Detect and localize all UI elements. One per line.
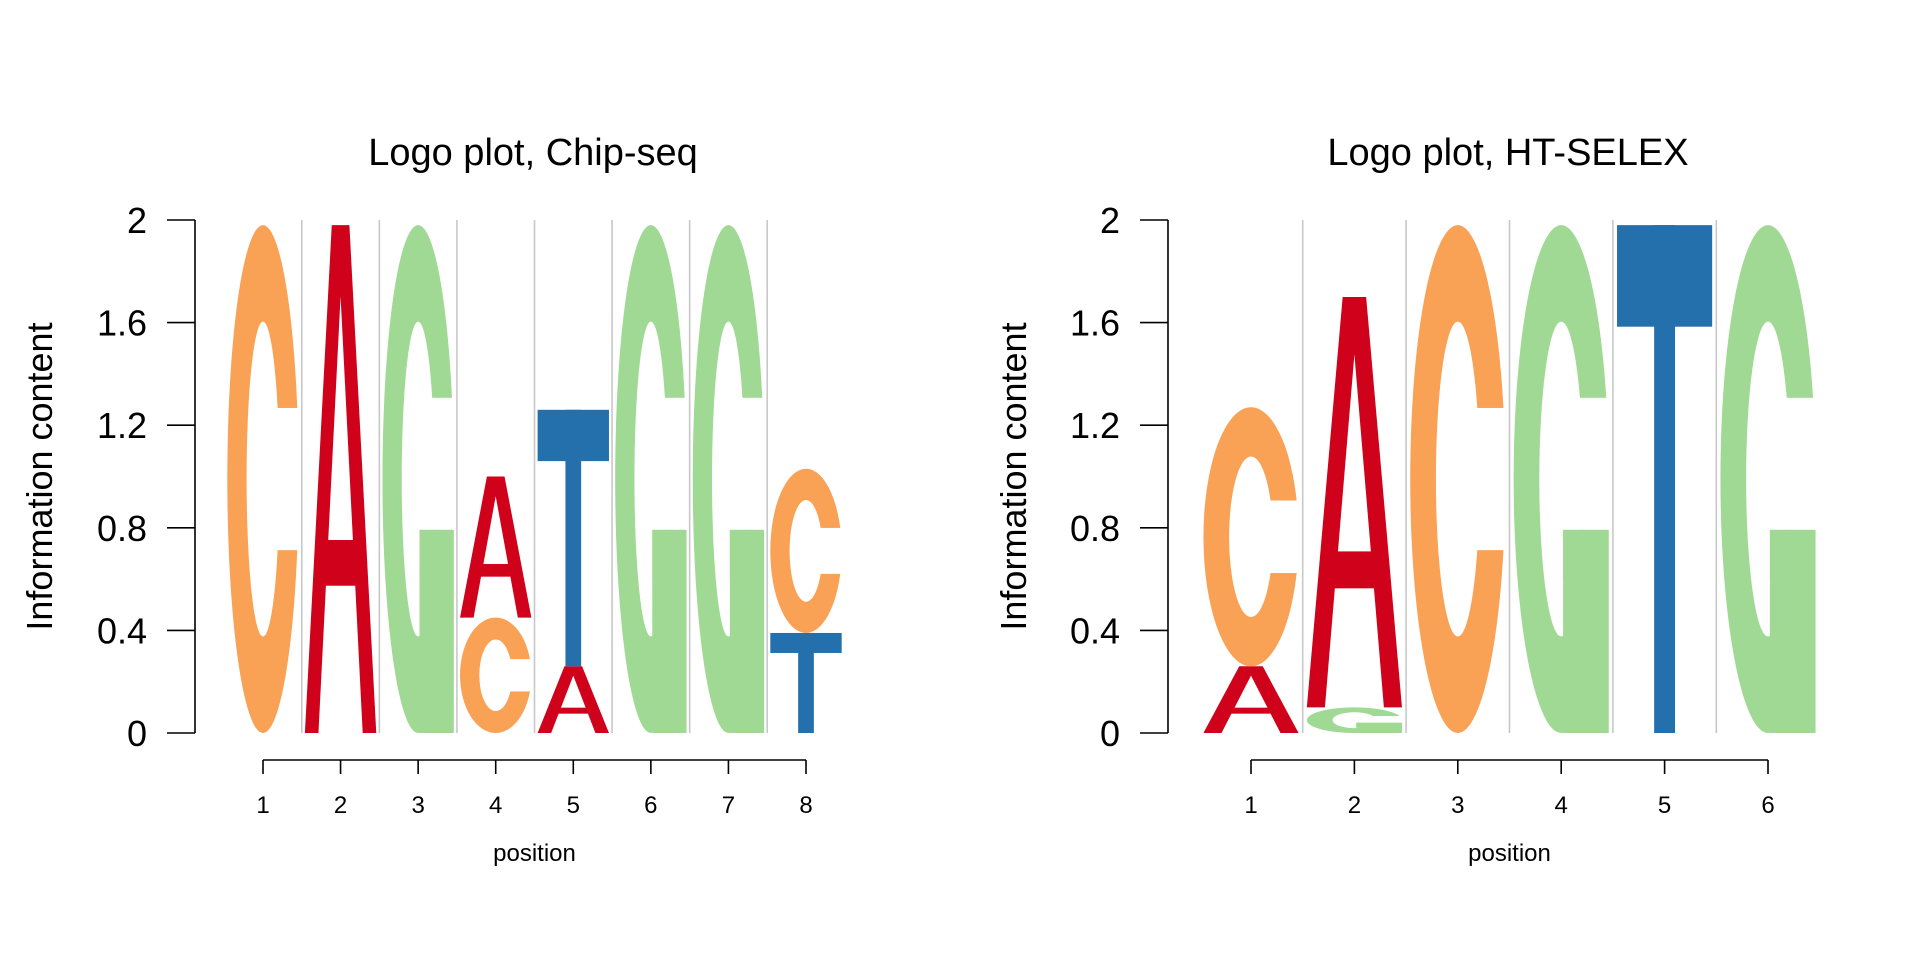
letter-G [382,225,456,733]
y-tick-label: 0.8 [1070,508,1120,549]
x-tick-label: 6 [1761,792,1774,819]
logo-column [537,409,609,733]
y-tick-label: 2 [1100,200,1120,241]
logo-column [692,225,766,733]
y-tick-label: 1.2 [1070,405,1120,446]
y-tick-label: 0 [1100,713,1120,754]
letter-C [227,225,301,733]
logo-column [304,225,377,733]
letter-C [1203,407,1301,667]
y-tick-label: 1.6 [1070,303,1120,344]
letter-C [1410,225,1508,733]
letter-G [615,225,688,733]
letter-A [537,666,609,733]
x-axis-label: position [493,840,576,867]
letter-A [1306,296,1402,708]
logo-column [1513,225,1611,733]
logo-column [1617,225,1713,733]
x-axis-label: position [1468,840,1551,867]
y-tick-label: 0 [127,713,147,754]
letter-C [460,617,533,733]
logo-panel: Logo plot, Chip-seq Information content 0 0… [19,132,844,867]
x-tick-label: 5 [567,792,580,819]
y-tick-label: 1.2 [97,405,147,446]
x-tick-label: 3 [411,792,424,819]
logo-column [1306,296,1404,733]
x-tick-label: 3 [1451,792,1464,819]
logo-column [1410,225,1508,733]
x-tick-label: 2 [334,792,347,819]
logo-column [227,225,301,733]
letter-G [1513,225,1611,733]
letter-G [1306,707,1404,733]
logo-panel: Logo plot, HT-SELEX Information content 0 0… [993,132,1818,867]
chart-title: Logo plot, Chip-seq [368,132,698,174]
logo-column [382,225,456,733]
letter-A [460,476,532,618]
x-tick-label: 4 [1555,792,1568,819]
letter-C [770,468,844,633]
y-tick-label: 0.8 [97,508,147,549]
x-tick-label: 1 [256,792,269,819]
y-tick-label: 2 [127,200,147,241]
x-tick-label: 2 [1348,792,1361,819]
x-tick-label: 5 [1658,792,1671,819]
letter-G [1720,225,1818,733]
x-tick-label: 6 [644,792,657,819]
y-axis-label: Information content [993,322,1034,630]
x-tick-label: 7 [722,792,735,819]
y-tick-label: 0.4 [97,610,147,651]
letter-T [770,632,842,733]
y-axis-label: Information content [19,322,60,630]
chart-title: Logo plot, HT-SELEX [1327,132,1688,174]
logo-column [1720,225,1818,733]
letter-T [1617,225,1713,733]
logo-column [615,225,688,733]
x-tick-label: 1 [1244,792,1257,819]
letter-A [304,225,377,733]
letter-G [692,225,766,733]
letter-A [1203,666,1299,733]
y-tick-label: 0.4 [1070,610,1120,651]
logo-column [460,476,533,733]
x-tick-label: 8 [799,792,812,819]
y-tick-label: 1.6 [97,303,147,344]
logo-column [1203,407,1301,733]
logo-column [770,468,844,733]
letter-T [537,409,609,667]
x-tick-label: 4 [489,792,502,819]
